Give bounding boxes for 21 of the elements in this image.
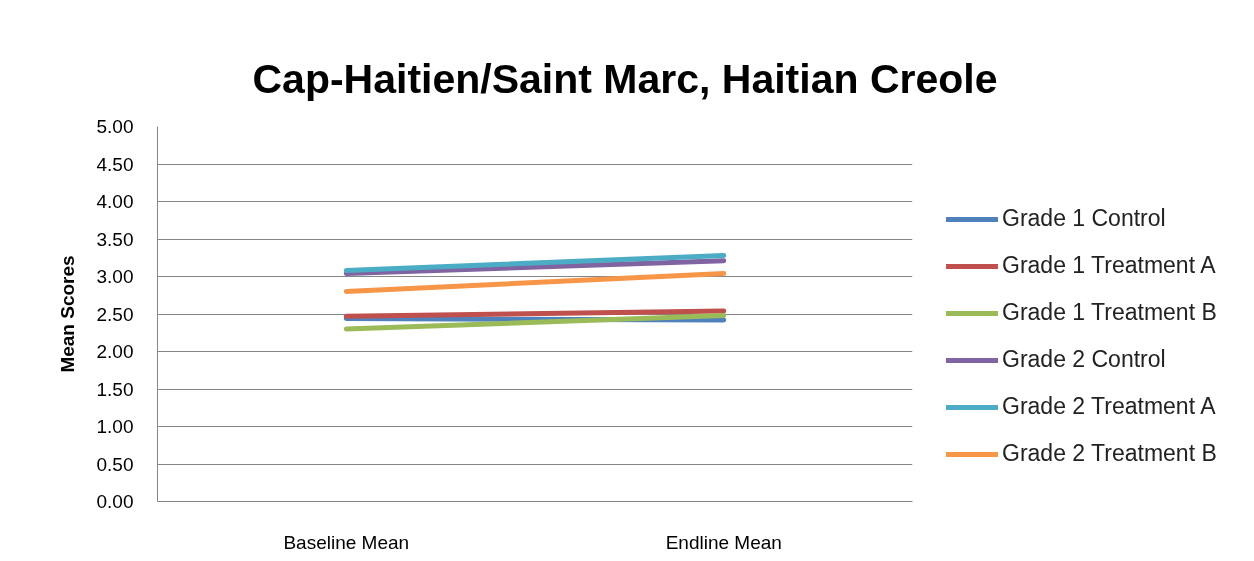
y-tick-label: 5.00 <box>96 116 134 137</box>
legend-label: Grade 1 Control <box>1002 205 1166 232</box>
y-tick-label: 1.00 <box>96 416 134 437</box>
y-tick-label: 4.00 <box>96 191 134 212</box>
legend-label: Grade 2 Control <box>1002 346 1166 373</box>
legend-label: Grade 1 Treatment A <box>1002 252 1216 279</box>
y-tick-label: 0.00 <box>96 491 134 512</box>
x-tick-label: Endline Mean <box>665 531 782 553</box>
y-tick-label: 3.50 <box>96 228 134 250</box>
y-tick-label: 3.00 <box>96 266 134 287</box>
legend-label: Grade 2 Treatment B <box>1002 440 1217 467</box>
y-axis-title: Mean Scores <box>56 255 78 373</box>
legend-label: Grade 1 Treatment B <box>1002 299 1217 326</box>
chart-title: Cap-Haitien/Saint Marc, Haitian Creole <box>252 55 998 102</box>
y-tick-label: 2.50 <box>96 303 134 325</box>
y-tick-label: 2.00 <box>96 341 134 362</box>
y-tick-label: 0.50 <box>96 453 134 475</box>
legend-label: Grade 2 Treatment A <box>1002 393 1216 420</box>
x-tick-label: Baseline Mean <box>283 531 410 553</box>
y-tick-label: 1.50 <box>96 378 134 400</box>
y-tick-label: 4.50 <box>96 153 134 175</box>
